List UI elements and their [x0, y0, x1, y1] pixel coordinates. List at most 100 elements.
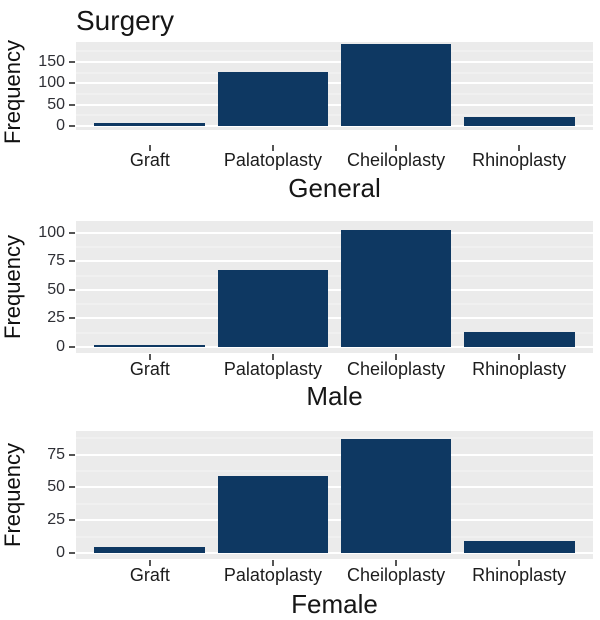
chart-surgery-general: Surgery Frequency 0 50 100 150 Graft Palatop… [0, 4, 600, 204]
bar-cheiloplasty [340, 230, 452, 348]
y-tick-label: 0 [56, 338, 65, 355]
x-tick-label: Rhinoplasty [472, 358, 567, 379]
y-tick-label: 50 [47, 95, 65, 113]
x-tick-label: Rhinoplasty [472, 564, 567, 585]
gridline-major [76, 519, 593, 522]
y-tick-mark [69, 60, 75, 63]
y-axis: 0 25 50 75 [26, 431, 76, 561]
y-tick-label: 50 [47, 280, 65, 298]
gridline-major [76, 260, 593, 263]
y-tick-mark [69, 519, 75, 522]
y-tick-mark [69, 288, 75, 291]
x-tick-mark [518, 144, 521, 151]
chart-male: Frequency 0 25 50 75 100 Graft Palatoplasty Ch… [0, 220, 600, 412]
y-tick-mark [69, 82, 75, 85]
gridline-major [76, 103, 593, 106]
y-tick-mark [69, 103, 75, 106]
x-axis-title: Female [291, 588, 378, 619]
y-tick-label: 75 [47, 252, 65, 270]
bar-cheiloplasty [340, 44, 452, 126]
gridline-major [76, 82, 593, 85]
x-axis-title: Male [306, 380, 363, 411]
bar-graft [94, 344, 206, 348]
chart-area: Frequency 0 50 100 150 Graft Palatoplasty Che… [0, 40, 600, 204]
x-axis: Graft Palatoplasty Cheiloplasty Rhinoplasty [76, 353, 593, 379]
x-tick-mark [518, 559, 521, 566]
y-tick-mark [69, 231, 75, 234]
gridline-major [76, 453, 593, 456]
y-tick-mark [69, 552, 75, 555]
gridline-minor [76, 437, 593, 439]
x-tick-mark [271, 144, 274, 151]
y-tick-mark [69, 260, 75, 263]
x-tick-label: Palatoplasty [223, 358, 322, 379]
y-tick-mark [69, 486, 75, 489]
plot-panel [76, 220, 593, 353]
chart-title: Surgery [76, 5, 175, 36]
bar-palatoplasty [217, 475, 329, 554]
y-tick-mark [69, 346, 75, 348]
y-axis: 0 25 50 75 100 [26, 221, 76, 355]
gridline-minor [76, 332, 593, 334]
x-tick-label: Graft [129, 564, 170, 585]
y-tick-label: 100 [38, 223, 65, 241]
chart-female: Frequency 0 25 50 75 Graft Palatoplasty Cheil… [0, 430, 600, 620]
gridline-minor [76, 246, 593, 248]
gridline-major [76, 40, 593, 42]
bar-rhinoplasty [463, 332, 575, 348]
x-tick-mark [518, 353, 521, 360]
x-tick-label: Palatoplasty [223, 149, 322, 170]
x-tick-label: Graft [129, 358, 170, 379]
gridline-minor [76, 470, 593, 472]
y-axis-label: Frequency [0, 442, 25, 547]
gridline-minor [76, 50, 593, 52]
x-tick-mark [271, 559, 274, 566]
x-tick-label: Cheiloplasty [347, 358, 446, 379]
x-tick-mark [395, 559, 398, 566]
y-tick-label: 75 [47, 445, 65, 463]
gridline-major [76, 346, 593, 348]
bar-palatoplasty [217, 270, 329, 348]
panel-right-margin [593, 221, 600, 353]
gridline-minor [76, 303, 593, 305]
gridline-major [76, 124, 593, 127]
plot-panel [76, 40, 593, 130]
y-axis: 0 50 100 150 [26, 40, 76, 134]
bar-palatoplasty [217, 71, 329, 126]
bar-rhinoplasty [463, 116, 575, 126]
y-tick-mark [69, 317, 75, 320]
y-tick-mark [69, 124, 75, 127]
x-tick-mark [148, 559, 151, 566]
x-tick-mark [271, 353, 274, 360]
y-tick-mark [69, 453, 75, 456]
gridline-minor [76, 503, 593, 505]
gridline-minor [76, 536, 593, 538]
y-tick-label: 25 [47, 309, 65, 327]
gridline-major [76, 231, 593, 234]
y-tick-label: 0 [56, 116, 65, 134]
panel-right-margin [593, 40, 600, 144]
gridline-major [76, 486, 593, 489]
y-tick-label: 25 [47, 511, 65, 529]
chart-area: Frequency 0 25 50 75 100 Graft Palatoplasty Ch… [0, 220, 600, 412]
bar-rhinoplasty [463, 541, 575, 554]
plot-panel [76, 430, 593, 559]
y-tick-label: 150 [38, 52, 65, 70]
gridline-minor [76, 72, 593, 74]
gridline-minor [76, 114, 593, 116]
gridline-minor [76, 93, 593, 95]
x-tick-label: Cheiloplasty [347, 564, 446, 585]
x-tick-mark [148, 353, 151, 360]
x-tick-mark [148, 144, 151, 151]
gridline-major [76, 60, 593, 63]
gridline-major [76, 552, 593, 555]
chart-area: Frequency 0 25 50 75 Graft Palatoplasty Cheil… [0, 430, 600, 620]
x-tick-label: Palatoplasty [223, 564, 322, 585]
bar-graft [94, 122, 206, 126]
x-tick-mark [395, 353, 398, 360]
x-tick-label: Rhinoplasty [472, 149, 567, 170]
y-axis-label: Frequency [0, 234, 25, 339]
y-tick-label: 100 [38, 74, 65, 92]
x-axis-title: General [288, 172, 381, 203]
bar-graft [94, 546, 206, 554]
